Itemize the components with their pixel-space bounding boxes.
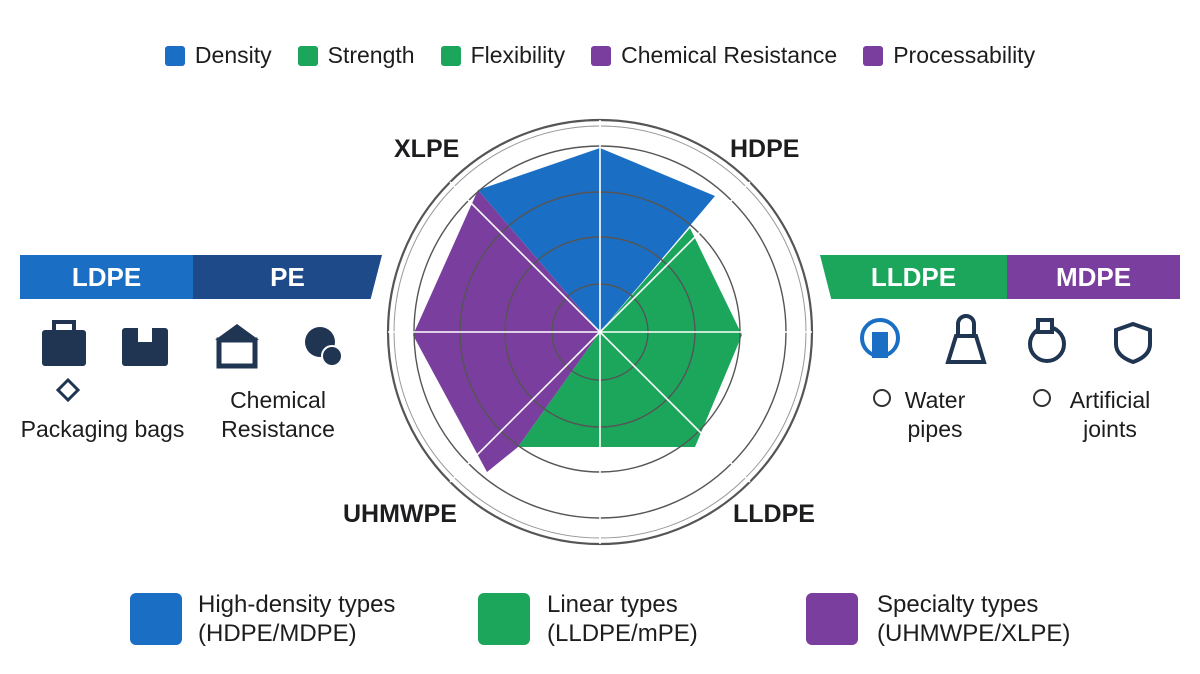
legend-swatch: [478, 593, 530, 645]
tab: LDPE: [20, 255, 193, 299]
legend-label: High-density types: [198, 591, 396, 618]
left-icons: [42, 320, 343, 403]
legend-label: Processability: [893, 42, 1036, 68]
legend-entry: Linear types (LLDPE/mPE): [547, 590, 698, 648]
legend-item: Processability: [863, 42, 1035, 69]
legend-label: Chemical Resistance: [621, 42, 838, 68]
radar-area: [413, 190, 600, 472]
legend-item: Chemical Resistance: [591, 42, 837, 69]
caption: Water pipes: [904, 387, 966, 442]
legend-swatch: [863, 45, 884, 66]
radar-label: XLPE: [394, 135, 460, 163]
legend-item: Density: [164, 42, 272, 69]
legend-swatch: [164, 45, 185, 66]
right-banner: LLDPE MDPE: [820, 255, 1180, 299]
radar-area: [518, 228, 742, 447]
tab: LLDPE: [820, 255, 1007, 299]
legend-entry: High-density types (HDPE/MDPE): [198, 590, 395, 648]
legend-swatch: [806, 593, 858, 645]
radar-spokes: [388, 120, 812, 544]
tab: MDPE: [1007, 255, 1180, 299]
legend-swatch: [297, 45, 318, 66]
legend-label: Specialty types: [877, 591, 1039, 618]
icon: [873, 389, 891, 407]
legend-sub: (HDPE/MDPE): [198, 620, 357, 647]
legend-swatch: [591, 45, 612, 66]
legend-item: Strength: [297, 42, 415, 69]
legend-label: Flexibility: [470, 42, 566, 68]
radar-label: UHMWPE: [343, 500, 457, 528]
legend-sub: (UHMWPE/XLPE): [877, 620, 1071, 647]
legend-sub: (LLDPE/mPE): [547, 620, 698, 647]
legend-item: Flexibility: [440, 42, 566, 69]
legend-label: Strength: [327, 42, 415, 68]
radar-area: [478, 148, 715, 332]
legend-label: Density: [194, 42, 272, 68]
radar-label: HDPE: [730, 135, 800, 163]
legend-label: Linear types: [547, 591, 678, 618]
icon: [1033, 389, 1051, 407]
legend-swatch: [440, 45, 461, 66]
caption: Artificial joints: [1069, 387, 1151, 442]
caption: Chemical Resistance: [221, 387, 335, 442]
radar: [386, 118, 814, 546]
radar-label: LLDPE: [733, 500, 815, 528]
tab: PE: [193, 255, 382, 299]
top-legend: Density Strength Flexibility Chemical Re…: [0, 42, 1200, 69]
legend-swatch: [130, 593, 182, 645]
caption: Packaging bags: [20, 416, 185, 442]
right-icons: [860, 314, 1152, 365]
left-banner: LDPE PE: [20, 255, 382, 299]
legend-entry: Specialty types (UHMWPE/XLPE): [877, 590, 1070, 648]
